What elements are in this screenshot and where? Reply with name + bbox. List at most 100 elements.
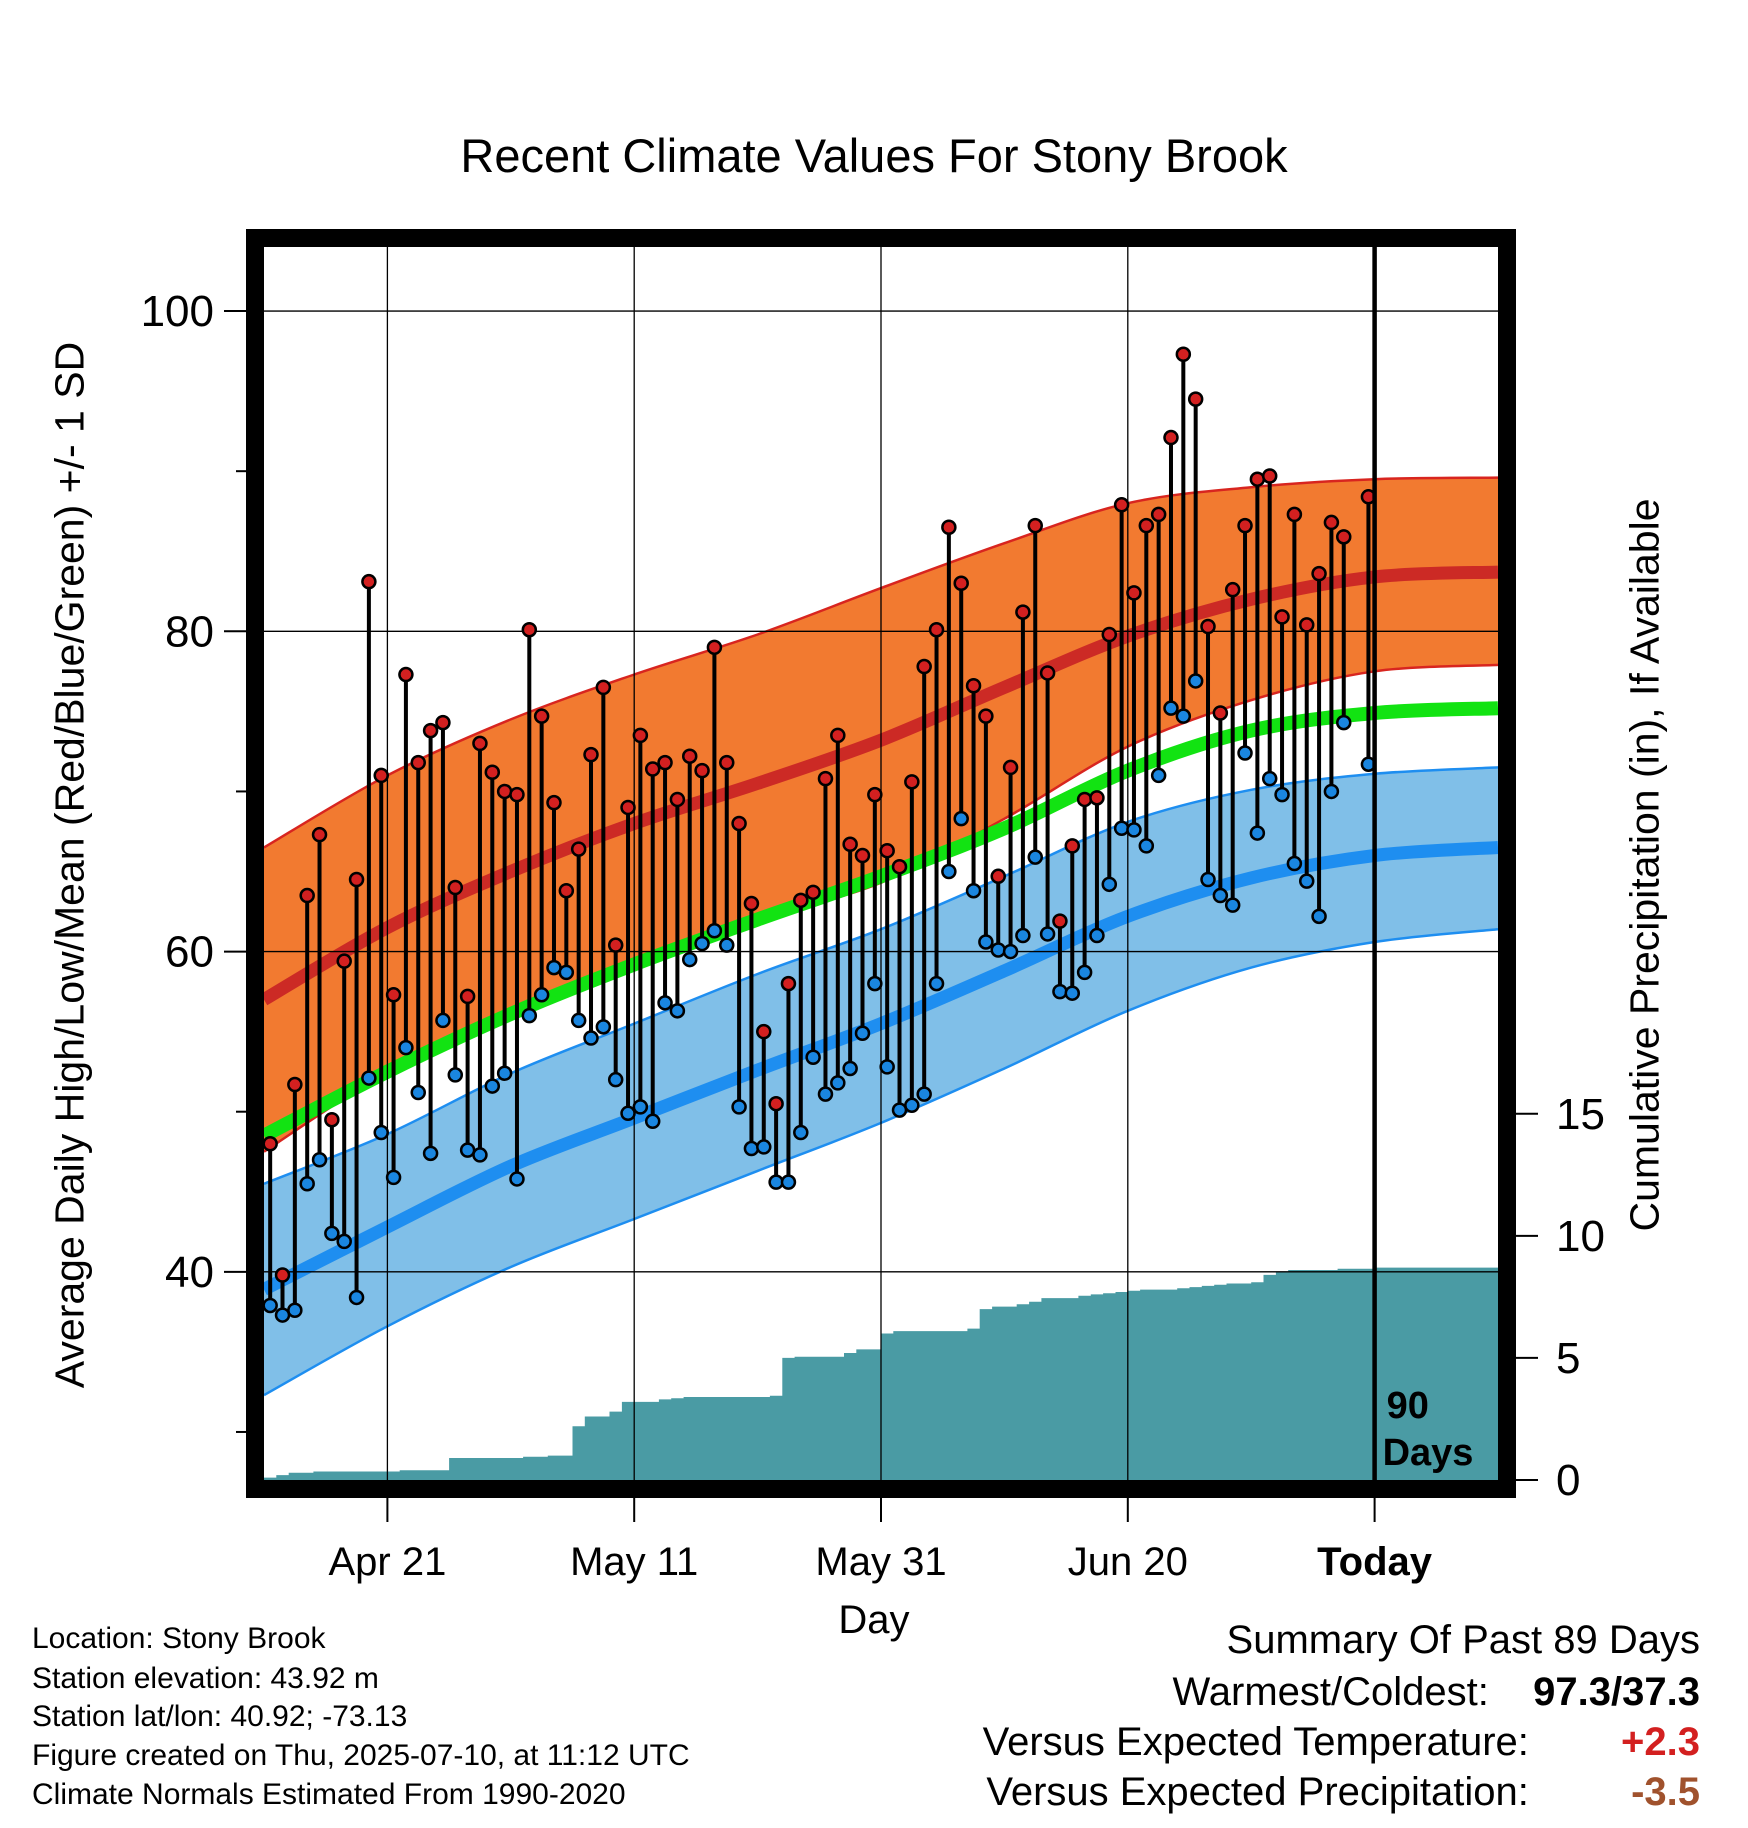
high-dot [1039, 665, 1056, 681]
high-dot [287, 1076, 303, 1093]
high-dot [1101, 626, 1118, 643]
low-dot [1138, 838, 1155, 854]
low-dot [558, 964, 575, 981]
low-dot [1274, 786, 1290, 803]
info-latlon: Station lat/lon: 40.92; -73.13 [32, 1700, 408, 1733]
high-dot [793, 892, 809, 909]
high-dot [1336, 529, 1352, 545]
low-dot [484, 1078, 501, 1094]
low-dot [595, 1019, 612, 1035]
y-axis-left-label: Average Daily High/Low/Mean (Red/Blue/Gr… [46, 341, 93, 1389]
plot-frame [246, 229, 1516, 1498]
low-dot [817, 1086, 834, 1102]
high-dot [669, 791, 686, 808]
info-location: Location: Stony Brook [32, 1622, 326, 1655]
y-right-tick-label: 10 [1556, 1212, 1605, 1261]
high-dot [904, 774, 920, 790]
precip-value: -3.5 [1631, 1770, 1700, 1814]
high-dot [1249, 471, 1266, 487]
x-tick-label: May 31 [815, 1540, 946, 1584]
low-dot [681, 951, 698, 968]
high-dot [1298, 617, 1315, 633]
low-dot [706, 923, 723, 939]
low-dot [768, 1174, 784, 1190]
low-dot [1027, 849, 1043, 865]
high-dot [817, 770, 834, 787]
high-dot [1027, 517, 1043, 534]
high-dot [1274, 609, 1290, 625]
high-dot [1323, 514, 1340, 531]
gridlines [264, 247, 1498, 1480]
high-dot [1015, 604, 1031, 620]
low-dot [669, 1003, 686, 1019]
high-dot [805, 884, 821, 901]
high-dot [533, 708, 550, 724]
low-dot [336, 1233, 352, 1250]
y-axis-right-label: Cumulative Precipitation (in), If Availa… [1621, 498, 1668, 1232]
low-dot [1298, 873, 1315, 889]
low-dot [965, 882, 982, 899]
high-dot [435, 714, 451, 731]
high-dot [1089, 790, 1105, 806]
warm-cold-value: 97.3/37.3 [1533, 1670, 1700, 1714]
low-dot [533, 987, 550, 1003]
low-dot [1052, 983, 1068, 1000]
low-dot [398, 1039, 414, 1056]
low-dot [1175, 708, 1192, 724]
high-dot [953, 575, 969, 592]
y-left-tick-label: 40 [165, 1248, 214, 1297]
low-dot [496, 1065, 513, 1082]
low-dot [262, 1297, 278, 1314]
temp-label: Versus Expected Temperature: [982, 1720, 1529, 1764]
low-dot [1261, 770, 1278, 787]
low-dot [644, 1113, 661, 1130]
low-dot [435, 1012, 451, 1029]
low-dot [1163, 700, 1179, 716]
high-dot [1163, 429, 1179, 446]
high-dot [496, 783, 513, 800]
low-dot [422, 1145, 439, 1162]
low-dot [867, 975, 883, 992]
high-dot [743, 895, 760, 912]
high-dot [842, 836, 858, 853]
low-dot [1015, 927, 1031, 944]
low-dot [879, 1059, 895, 1075]
low-dot [632, 1099, 649, 1115]
high-dot [990, 868, 1006, 885]
low-dot [373, 1124, 389, 1141]
chart-title: Recent Climate Values For Stony Brook [460, 129, 1288, 182]
high-dot [891, 858, 908, 875]
low-dot [546, 959, 562, 976]
low-dot [472, 1147, 488, 1163]
info-created: Figure created on Thu, 2025-07-10, at 11… [32, 1739, 690, 1772]
low-dot [1336, 714, 1352, 731]
low-dot [287, 1302, 303, 1319]
high-dot [657, 754, 673, 771]
low-dot [1212, 887, 1229, 904]
summary-precip: Versus Expected Precipitation: -3.5 [986, 1770, 1700, 1815]
high-dot [1138, 517, 1155, 534]
high-dot [459, 988, 476, 1005]
high-dot [1200, 618, 1216, 635]
high-dot [472, 735, 488, 752]
low-dot [756, 1139, 772, 1155]
low-dot [324, 1225, 340, 1242]
low-dot [570, 1012, 587, 1029]
high-dot [941, 519, 957, 535]
high-dot [681, 748, 698, 764]
low-dot [1002, 943, 1019, 960]
high-dot [385, 987, 402, 1003]
y-left-tick-label: 80 [165, 607, 214, 656]
low-dot [607, 1071, 624, 1088]
high-dot [1064, 838, 1081, 854]
high-dot [373, 767, 389, 784]
temp-value: +2.3 [1621, 1720, 1700, 1764]
low-dot [509, 1171, 525, 1187]
high-dot [311, 826, 328, 843]
high-dot [780, 975, 797, 992]
summary-temp: Versus Expected Temperature: +2.3 [983, 1720, 1700, 1765]
high-dot [1286, 506, 1303, 523]
high-dot [1311, 565, 1327, 582]
low-dot [842, 1060, 858, 1077]
low-dot [1064, 985, 1081, 1001]
